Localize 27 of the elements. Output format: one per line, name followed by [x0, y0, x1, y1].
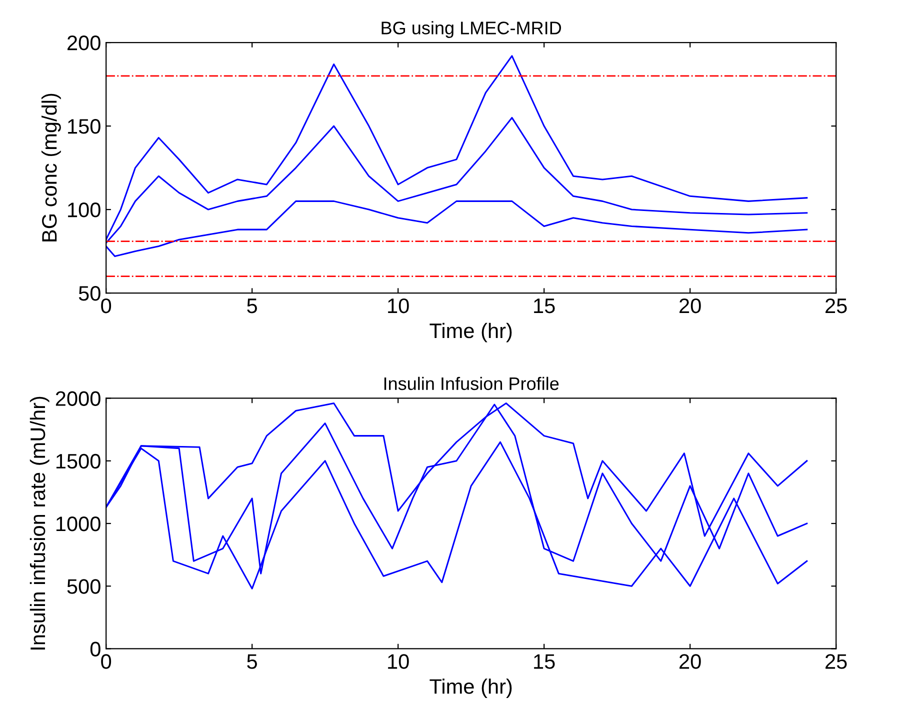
y-tick-label: 150	[68, 119, 100, 134]
y-tick-label: 500	[67, 579, 100, 594]
y-axis-title: BG conc (mg/dl)	[41, 94, 61, 242]
x-tick-label: 5	[247, 298, 257, 314]
y-tick-label: 1000	[56, 516, 100, 532]
x-axis-title: Time (hr)	[430, 322, 512, 342]
chart-title: BG using LMEC-MRID	[382, 21, 562, 38]
x-tick-label: 25	[826, 298, 847, 314]
x-tick-label: 5	[247, 654, 257, 669]
y-tick-label: 2000	[56, 391, 100, 406]
y-tick-label: 1500	[56, 454, 100, 469]
x-tick-label: 25	[826, 654, 847, 669]
x-tick-label: 10	[388, 654, 409, 669]
x-tick-label: 15	[534, 654, 555, 669]
y-tick-label: 0	[90, 642, 100, 656]
y-tick-label: 200	[68, 36, 100, 50]
y-tick-label: 100	[68, 202, 100, 218]
y-tick-label: 50	[78, 286, 100, 301]
x-tick-label: 20	[680, 654, 701, 669]
chart-title: Insulin Infusion Profile	[384, 376, 559, 390]
x-tick-label: 10	[388, 298, 409, 314]
x-tick-label: 20	[680, 298, 701, 314]
y-axis-title: Insulin infusion rate (mU/hr)	[30, 396, 50, 650]
x-axis-title: Time (hr)	[430, 678, 512, 698]
x-tick-label: 0	[101, 298, 112, 314]
x-tick-label: 0	[101, 654, 112, 669]
x-tick-label: 15	[534, 298, 555, 314]
